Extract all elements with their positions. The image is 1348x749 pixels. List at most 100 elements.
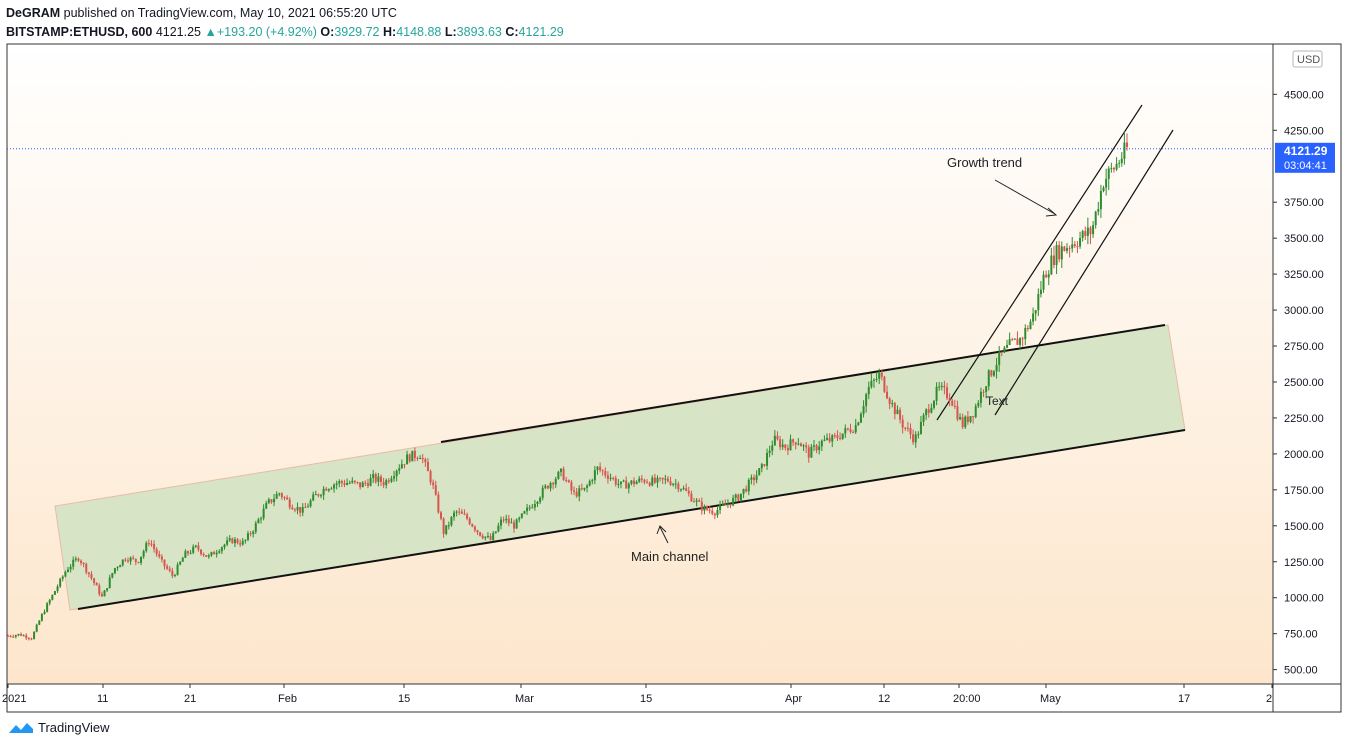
candle-body (366, 483, 369, 486)
candle-body (685, 488, 688, 491)
brand-label: TradingView (38, 720, 110, 735)
candle-body (635, 481, 638, 485)
candle-body (220, 547, 223, 552)
candle-body (977, 402, 980, 407)
x-tick-label: 15 (398, 693, 410, 705)
candle-body (473, 526, 476, 531)
candle-body (987, 370, 990, 387)
candle-body (753, 477, 755, 481)
candle-body (1112, 168, 1115, 170)
candle-body (66, 569, 69, 573)
candle-body (252, 531, 255, 534)
candle-body (805, 445, 808, 448)
candle-body (570, 481, 573, 491)
candle-body (1120, 158, 1123, 163)
candle-body (531, 507, 534, 509)
candle-body (192, 546, 195, 553)
candle-body (1011, 339, 1014, 341)
candle-body (807, 447, 810, 458)
candle-body (839, 437, 842, 439)
y-tick-label: 500.00 (1284, 665, 1318, 677)
candle-body (64, 572, 67, 577)
candle-body (940, 385, 943, 387)
candle-body (486, 535, 489, 537)
candle-body (953, 405, 956, 407)
candle-body (158, 554, 161, 557)
candle-body (129, 557, 132, 562)
candle-body (831, 435, 834, 442)
candle-body (51, 594, 54, 600)
author[interactable]: DeGRAM (6, 6, 61, 20)
candle-body (283, 497, 286, 499)
candle-body (726, 503, 729, 505)
candle-body (713, 513, 716, 516)
candle-body (575, 491, 578, 497)
candle-body (852, 432, 855, 434)
high-label: H: (382, 25, 397, 39)
candle-body (784, 444, 787, 449)
candle-body (596, 466, 599, 471)
candle-body (173, 575, 176, 577)
y-tick-label: 1000.00 (1284, 593, 1324, 605)
candle-body (25, 635, 28, 639)
candle-body (416, 457, 419, 459)
candle-body (836, 435, 839, 438)
candle-body (12, 636, 15, 638)
candle-body (948, 398, 951, 401)
candle-body (693, 501, 696, 503)
candle-body (343, 482, 346, 485)
candle-body (755, 475, 758, 481)
last-price-badge (1275, 142, 1335, 173)
candle-body (398, 468, 401, 471)
candle-body (721, 504, 724, 506)
candle-body (246, 533, 249, 540)
candle-body (917, 434, 920, 436)
candle-body (429, 471, 432, 483)
symbol[interactable]: BITSTAMP:ETHUSD, 600 (6, 25, 153, 39)
candle-body (513, 522, 516, 529)
candle-body (374, 474, 377, 482)
candle-body (849, 429, 852, 433)
footer-brand[interactable]: TradingView (8, 720, 110, 735)
candle-body (390, 478, 393, 482)
y-tick-label: 750.00 (1284, 629, 1318, 641)
candle-body (471, 524, 474, 527)
candle-body (254, 523, 257, 532)
candle-body (562, 468, 565, 481)
candle-body (930, 407, 933, 413)
candle-body (549, 482, 552, 489)
candle-body (17, 633, 20, 636)
candle-body (669, 481, 672, 485)
candle-body (291, 507, 294, 510)
candle-body (935, 386, 938, 401)
candle-body (421, 458, 424, 460)
candle-body (966, 416, 969, 422)
candle-body (330, 488, 333, 490)
candle-body (520, 513, 523, 518)
candle-body (293, 509, 296, 511)
candle-body (200, 549, 203, 555)
candle-body (760, 464, 763, 469)
candle-body (862, 406, 865, 414)
candle-body (867, 386, 870, 395)
candle-body (773, 435, 776, 446)
candle-body (1099, 190, 1102, 210)
candle-body (168, 568, 171, 571)
candle-body (865, 394, 868, 407)
candle-body (309, 500, 312, 507)
candle-body (1016, 338, 1019, 345)
candle-body (820, 440, 823, 447)
publish-line: DeGRAM published on TradingView.com, May… (6, 4, 1336, 23)
candle-body (891, 403, 894, 405)
close-label: C: (505, 25, 519, 39)
candle-body (181, 557, 184, 562)
candle-body (333, 484, 336, 489)
candle-body (747, 479, 750, 492)
candle-body (499, 519, 502, 526)
candle-body (633, 480, 636, 485)
last-value: 4121.25 (155, 25, 201, 39)
candle-body (445, 525, 448, 534)
candle-body (768, 450, 771, 453)
published-text: published on TradingView.com, May 10, 20… (63, 6, 397, 20)
